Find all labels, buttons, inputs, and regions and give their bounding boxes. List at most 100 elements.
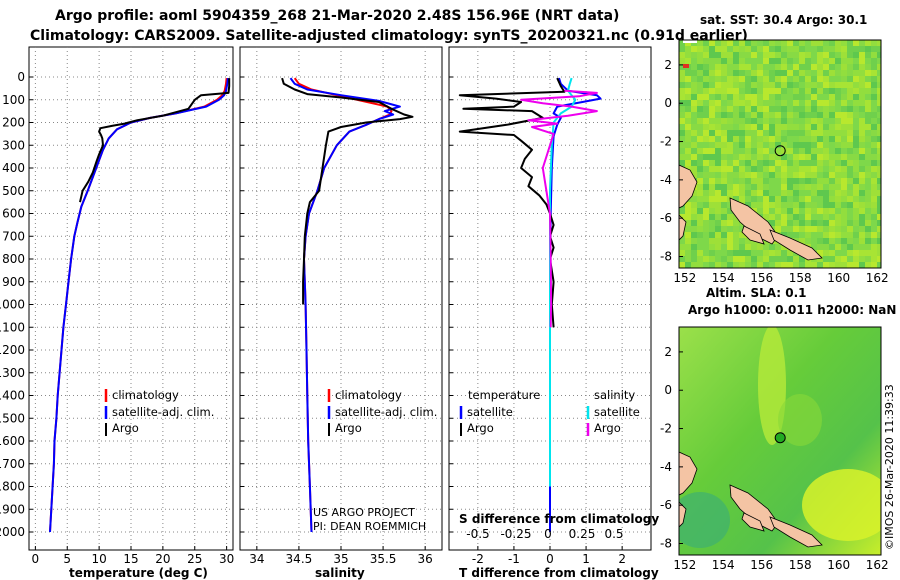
sst-cell [793, 196, 799, 202]
sst-cell [847, 202, 853, 208]
sst-cell [811, 136, 817, 142]
sst-cell [745, 160, 751, 166]
sst-cell [853, 148, 859, 154]
sst-cell [811, 124, 817, 130]
sst-cell [817, 94, 823, 100]
sst-cell [859, 178, 865, 184]
sst-cell [679, 58, 685, 64]
legend-heading-temperature: temperature [468, 388, 540, 402]
sst-cell [835, 58, 841, 64]
sla-lat-ticks: 2 0 -2 -4 -6 -8 [660, 345, 683, 551]
sst-cell [877, 70, 881, 76]
sst-cell [679, 208, 685, 214]
sst-cell [721, 166, 727, 172]
legend-climatology: climatology [335, 388, 402, 402]
sst-cell [871, 88, 877, 94]
sst-cell [703, 178, 709, 184]
sst-cell [847, 244, 853, 250]
sst-cell [811, 58, 817, 64]
sst-cell [757, 106, 763, 112]
sst-cell [787, 232, 793, 238]
sst-cell [853, 124, 859, 130]
depth-tick-label: 800 [2, 252, 25, 266]
sst-cell [871, 118, 877, 124]
sst-cell [787, 70, 793, 76]
sst-cell [709, 106, 715, 112]
sst-cell [853, 64, 859, 70]
sst-cell [805, 154, 811, 160]
sst-cell [835, 208, 841, 214]
sst-cell [679, 148, 685, 154]
sst-cell [691, 118, 697, 124]
sst-cell [823, 184, 829, 190]
sst-cell [703, 76, 709, 82]
sst-cell [733, 130, 739, 136]
sst-cell [691, 130, 697, 136]
sst-cell [799, 172, 805, 178]
sst-hot-cell [683, 64, 689, 68]
sst-cell [829, 196, 835, 202]
sst-cell [721, 178, 727, 184]
sst-cell [691, 136, 697, 142]
sst-cell [811, 226, 817, 232]
temperature-panel: 0100200300400500600700800900100011001200… [0, 46, 234, 580]
sst-cell [811, 202, 817, 208]
sst-cell [721, 190, 727, 196]
sst-cell [727, 226, 733, 232]
depth-tick-label: 1800 [0, 480, 25, 494]
sst-cell [817, 160, 823, 166]
sst-cell [751, 124, 757, 130]
sst-cell [721, 130, 727, 136]
sst-cell [853, 190, 859, 196]
sst-cell [715, 232, 721, 238]
series-argo [79, 78, 231, 203]
sst-cell [805, 118, 811, 124]
sst-cell [715, 166, 721, 172]
sst-cell [721, 196, 727, 202]
sst-cell [703, 40, 709, 46]
sst-cell [865, 130, 871, 136]
sst-cell [751, 94, 757, 100]
lon-tick-label: 158 [789, 271, 812, 285]
sst-cell [853, 88, 859, 94]
sst-cell [811, 208, 817, 214]
sst-cell [847, 154, 853, 160]
sst-cell [745, 46, 751, 52]
sst-cell [817, 40, 823, 46]
sst-cell [841, 112, 847, 118]
sst-cell [703, 70, 709, 76]
lon-tick-label: 152 [673, 558, 696, 572]
sst-cell [739, 118, 745, 124]
sst-cell [727, 70, 733, 76]
sst-cell [745, 88, 751, 94]
sst-cell [739, 88, 745, 94]
sst-cell [799, 76, 805, 82]
sst-cell [739, 106, 745, 112]
sst-cell [715, 76, 721, 82]
sst-cell [871, 52, 877, 58]
sst-cell [733, 232, 739, 238]
sst-cell [763, 106, 769, 112]
sst-cell [757, 100, 763, 106]
sst-cell [709, 124, 715, 130]
sst-cell [841, 106, 847, 112]
sla-lon-ticks: 152 154 156 158 160 162 [673, 558, 888, 572]
sst-cell [775, 172, 781, 178]
sst-cell [757, 244, 763, 250]
sst-cell [733, 256, 739, 262]
sst-cell [853, 238, 859, 244]
sst-cell [739, 238, 745, 244]
sst-cell [739, 52, 745, 58]
sst-cell [871, 202, 877, 208]
sst-cell [715, 94, 721, 100]
sst-cell [841, 172, 847, 178]
sst-cell [775, 142, 781, 148]
sst-cell [865, 148, 871, 154]
sst-cell [829, 130, 835, 136]
sst-cell [721, 112, 727, 118]
sla-map-frame [678, 326, 882, 556]
sst-cell [823, 178, 829, 184]
sst-cell [805, 130, 811, 136]
sst-cell [775, 88, 781, 94]
sst-cell [793, 130, 799, 136]
